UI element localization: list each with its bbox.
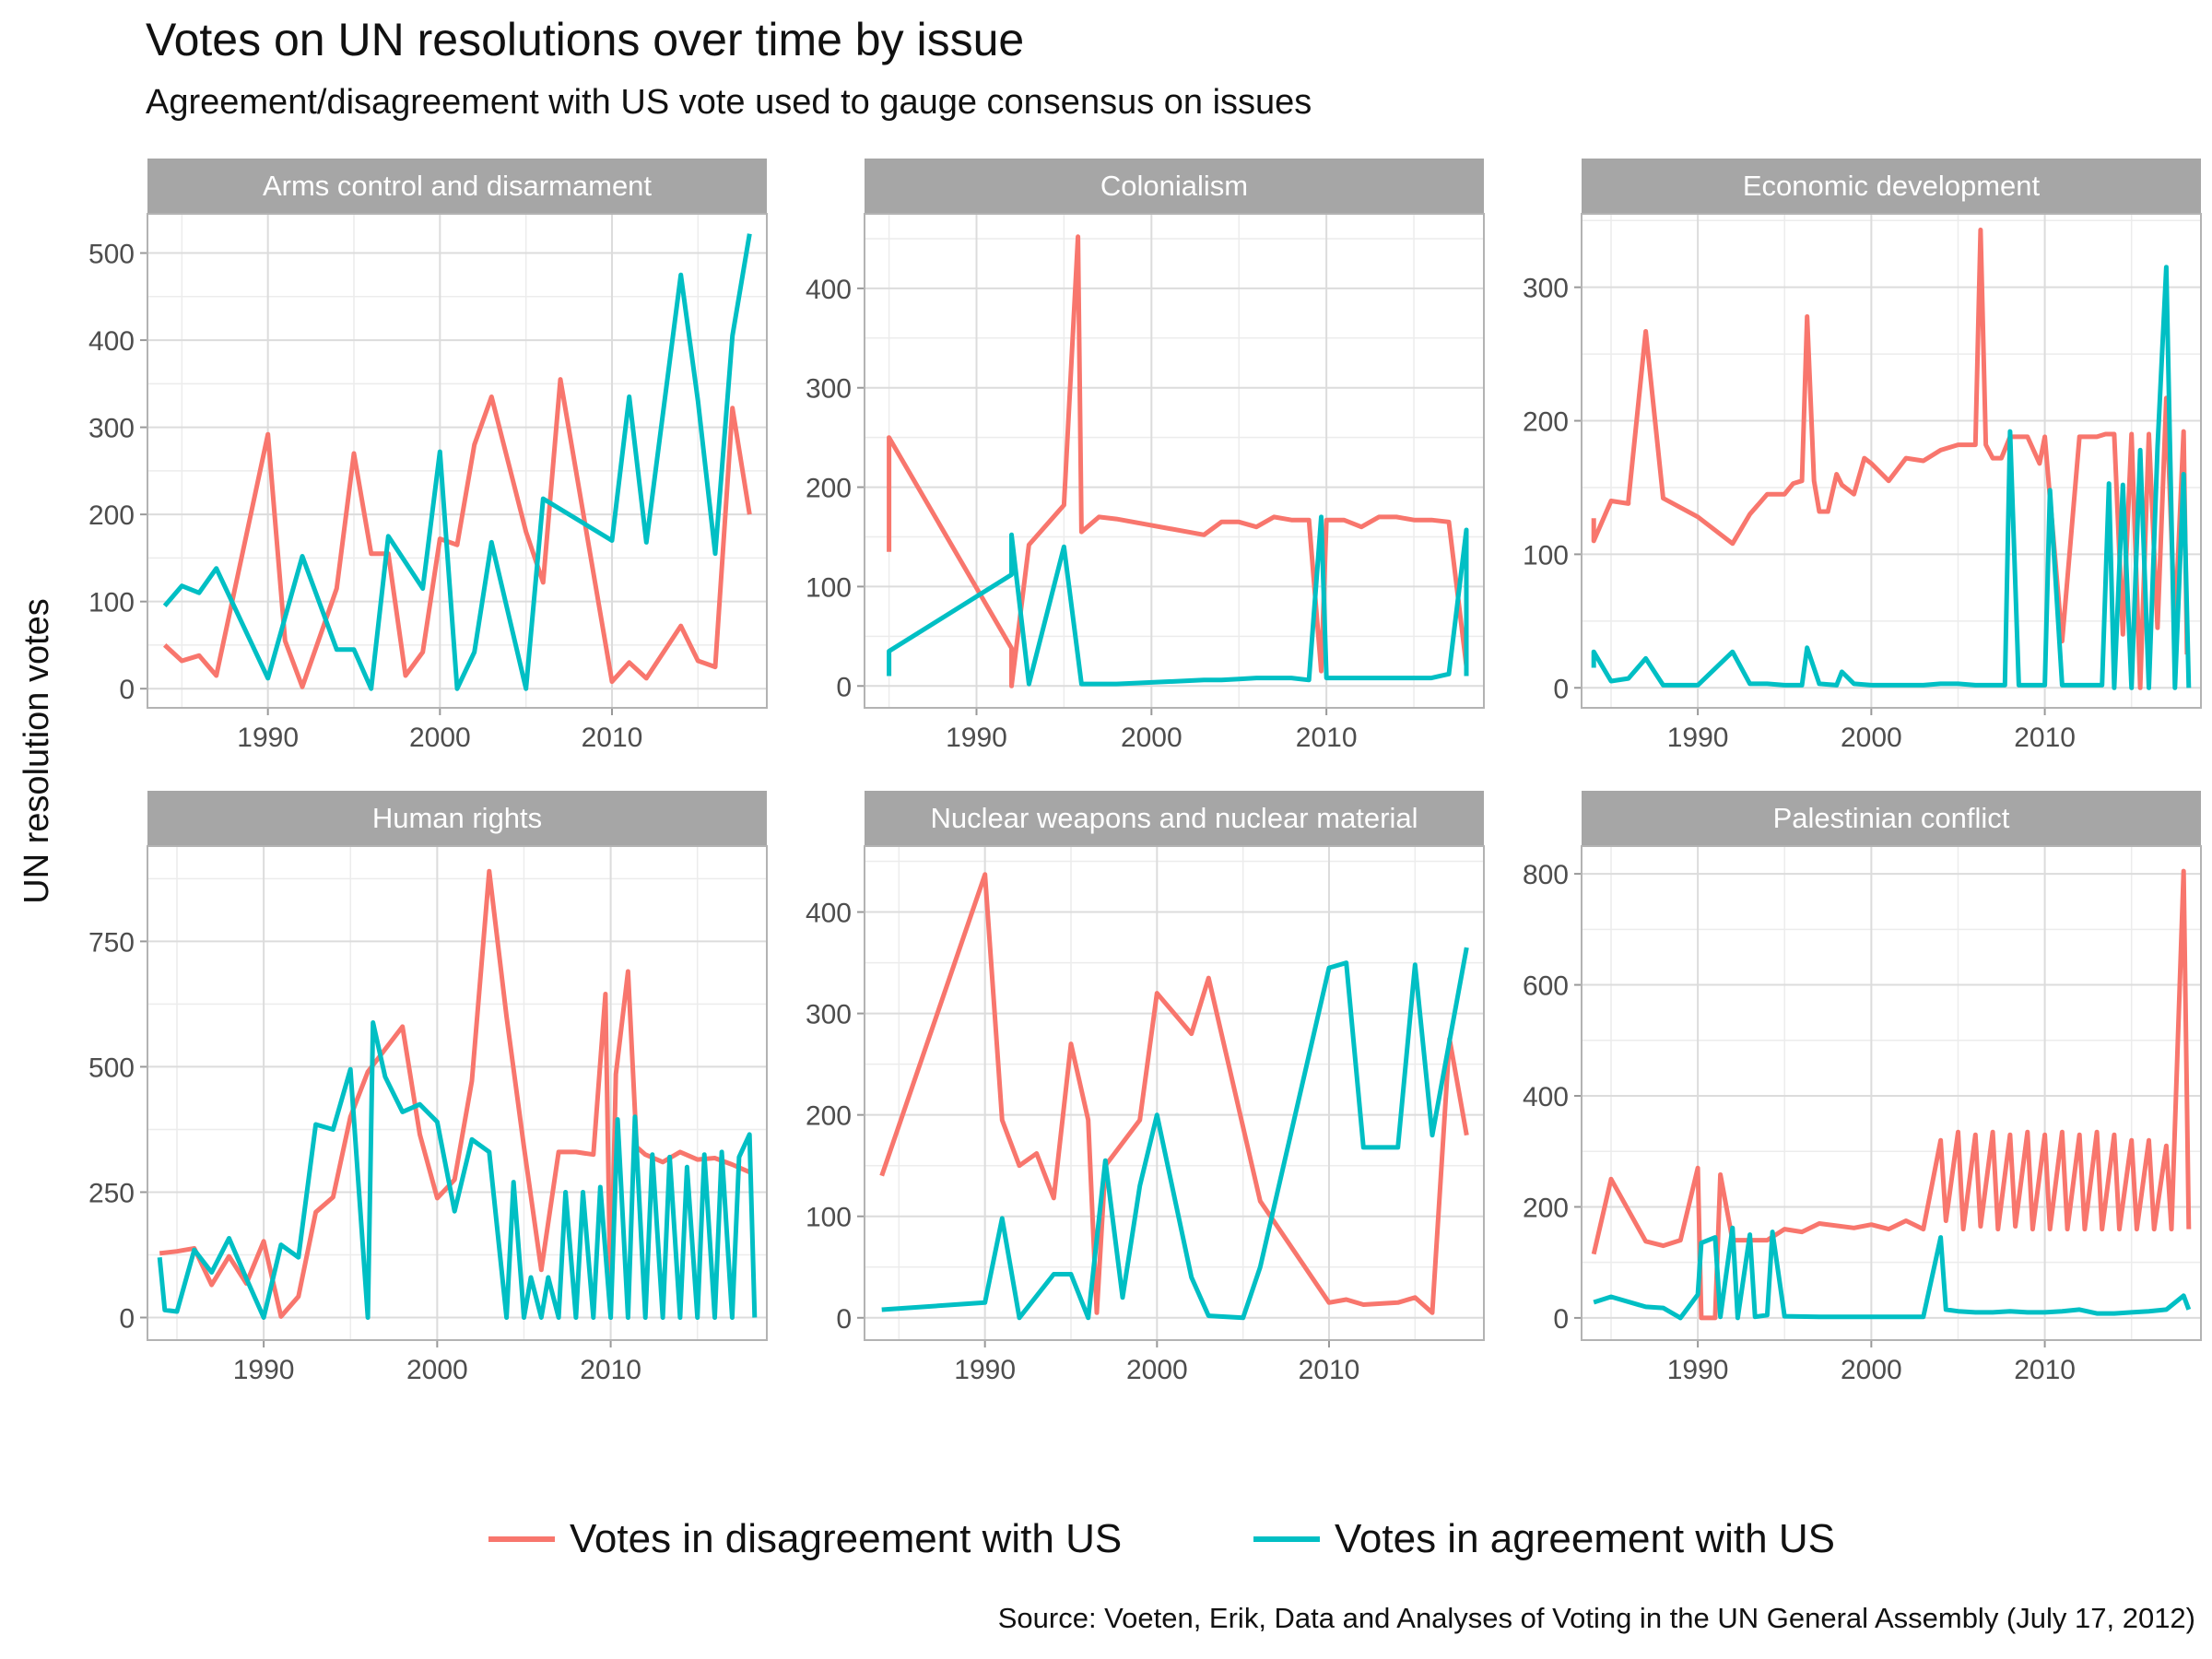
panel-2: Colonialism 1990 2000 2010 0 100 200 300 400 — [806, 159, 1485, 753]
source-caption: Source: Voeten, Erik, Data and Analyses … — [997, 1602, 2195, 1634]
legend: Votes in disagreement with US Votes in ag… — [488, 1516, 1835, 1561]
x-tick-label: 2000 — [1126, 1355, 1188, 1385]
panel-border — [1581, 845, 2202, 1341]
panel-6: Palestinian conflict 1990 2000 2010 0 200 400 6… — [1523, 791, 2202, 1385]
y-tick-label: 0 — [119, 675, 135, 705]
series-line-disagreement — [1591, 227, 2190, 690]
panel-strip — [147, 791, 767, 846]
x-tick-label: 2010 — [582, 723, 643, 753]
x-tick-label: 2010 — [1299, 1355, 1360, 1385]
x-tick-label: 2000 — [409, 723, 471, 753]
y-tick-label: 300 — [806, 1000, 852, 1030]
y-tick-label: 500 — [88, 1053, 135, 1083]
y-tick-label: 0 — [836, 672, 852, 702]
panel-border — [864, 213, 1485, 709]
y-tick-label: 100 — [806, 1203, 852, 1233]
y-tick-label: 600 — [1523, 971, 1569, 1002]
panel-3: Economic development 1990 2000 2010 0 100 200 3… — [1523, 159, 2202, 753]
panel-border — [864, 845, 1485, 1341]
panel-strip — [865, 791, 1484, 846]
x-tick-label: 1990 — [237, 723, 299, 753]
panel-strip-label: Economic development — [1743, 170, 2041, 202]
series-line-disagreement — [1591, 868, 2192, 1321]
y-tick-label: 0 — [836, 1304, 852, 1335]
y-tick-label: 400 — [88, 326, 135, 357]
y-tick-label: 0 — [1553, 1304, 1569, 1335]
legend-label-disagreement: Votes in disagreement with US — [570, 1516, 1122, 1561]
y-tick-label: 400 — [1523, 1082, 1569, 1112]
y-tick-label: 300 — [806, 374, 852, 405]
panel-strip-label: Human rights — [372, 802, 542, 834]
x-tick-label: 1990 — [954, 1355, 1016, 1385]
x-tick-label: 2010 — [2014, 1355, 2076, 1385]
y-tick-label: 200 — [806, 474, 852, 504]
x-tick-label: 2010 — [580, 1355, 641, 1385]
series-line-disagreement — [159, 868, 751, 1319]
x-tick-label: 1990 — [233, 1355, 295, 1385]
series-line-agreement — [1591, 265, 2192, 690]
y-tick-label: 800 — [1523, 860, 1569, 890]
x-tick-label: 1990 — [1667, 723, 1729, 753]
y-tick-label: 100 — [806, 572, 852, 603]
y-tick-label: 750 — [88, 927, 135, 958]
panel-strip — [865, 159, 1484, 214]
chart-title: Votes on UN resolutions over time by iss… — [146, 14, 1025, 65]
series-line-disagreement — [887, 234, 1469, 688]
panel-strip-label: Nuclear weapons and nuclear material — [930, 802, 1418, 834]
y-tick-label: 100 — [88, 588, 135, 618]
series-line-disagreement — [879, 872, 1469, 1315]
panel-strip — [1582, 159, 2201, 214]
panel-border — [147, 213, 768, 709]
panel-strip-label: Colonialism — [1100, 170, 1248, 202]
series-line-agreement — [162, 233, 752, 691]
series-line-agreement — [887, 514, 1469, 687]
x-tick-label: 2000 — [1121, 723, 1182, 753]
y-tick-label: 500 — [88, 240, 135, 270]
y-tick-label: 0 — [1553, 674, 1569, 704]
x-tick-label: 2000 — [406, 1355, 468, 1385]
x-tick-label: 2010 — [2014, 723, 2076, 753]
y-tick-label: 200 — [1523, 1193, 1569, 1223]
series-line-agreement — [157, 1020, 758, 1320]
legend-label-agreement: Votes in agreement with US — [1335, 1516, 1835, 1561]
x-tick-label: 2000 — [1841, 723, 1902, 753]
panel-border — [1581, 213, 2202, 709]
x-tick-label: 1990 — [946, 723, 1007, 753]
panel-border — [147, 845, 768, 1341]
y-tick-label: 400 — [806, 275, 852, 305]
x-tick-label: 1990 — [1667, 1355, 1729, 1385]
y-tick-label: 250 — [88, 1178, 135, 1208]
series-line-agreement — [1593, 1225, 2192, 1321]
y-tick-label: 300 — [1523, 274, 1569, 304]
panel-strip-label: Arms control and disarmament — [263, 170, 652, 202]
panel-4: Human rights 1990 2000 2010 0 250 500 750 — [88, 791, 768, 1385]
y-tick-label: 100 — [1523, 540, 1569, 571]
panel-strip — [147, 159, 767, 214]
y-tick-label: 200 — [1523, 407, 1569, 438]
y-tick-label: 0 — [119, 1304, 135, 1335]
x-tick-label: 2000 — [1841, 1355, 1902, 1385]
panel-strip-label: Palestinian conflict — [1773, 802, 2010, 834]
y-tick-label: 200 — [806, 1101, 852, 1132]
panel-strip — [1582, 791, 2201, 846]
panel-5: Nuclear weapons and nuclear material 1990… — [806, 791, 1485, 1385]
series-line-agreement — [881, 947, 1469, 1321]
chart-subtitle: Agreement/disagreement with US vote used… — [146, 83, 1312, 122]
y-axis-label: UN resolution votes — [18, 598, 56, 904]
y-tick-label: 300 — [88, 414, 135, 444]
x-tick-label: 2010 — [1296, 723, 1358, 753]
y-tick-label: 200 — [88, 500, 135, 531]
y-tick-label: 400 — [806, 899, 852, 929]
